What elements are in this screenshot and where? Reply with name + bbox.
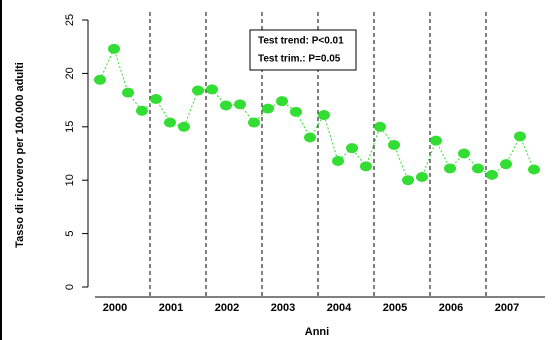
x-axis-label: Anni — [305, 326, 329, 338]
point — [528, 164, 540, 175]
point — [332, 155, 344, 166]
point — [108, 43, 120, 54]
point — [374, 121, 386, 132]
annotation: Test trim.: P=0.05 — [258, 54, 341, 65]
point — [248, 117, 260, 128]
point — [486, 169, 498, 180]
point — [402, 175, 414, 186]
x-tick-label: 2001 — [159, 302, 183, 314]
point — [388, 139, 400, 150]
point — [416, 171, 428, 182]
year-separators — [149, 12, 487, 297]
point — [346, 143, 358, 154]
point — [514, 131, 526, 142]
y-tick-label: 25 — [64, 14, 76, 26]
y-tick-label: 5 — [64, 231, 76, 237]
point — [430, 135, 442, 146]
x-tick-label: 2007 — [495, 302, 519, 314]
y-tick-label: 15 — [64, 121, 76, 133]
y-tick-label: 10 — [64, 174, 76, 186]
point — [304, 132, 316, 143]
y-tick-label: 0 — [64, 284, 76, 290]
y-axis-label: Tasso di ricovero per 100.000 adulti — [14, 62, 26, 248]
point — [192, 85, 204, 96]
point — [178, 121, 190, 132]
x-tick-label: 2003 — [271, 302, 295, 314]
y-tick-label: 20 — [64, 67, 76, 79]
annotation: Test trend: P<0.01 — [258, 36, 344, 47]
point — [472, 163, 484, 174]
point — [234, 99, 246, 110]
point — [458, 148, 470, 159]
point — [500, 159, 512, 170]
point — [164, 117, 176, 128]
point — [220, 100, 232, 111]
point — [262, 103, 274, 114]
point — [150, 94, 162, 105]
annotation-box — [249, 29, 357, 71]
x-tick-label: 2002 — [215, 302, 239, 314]
point — [318, 110, 330, 121]
x-tick-label: 2000 — [103, 302, 127, 314]
point — [360, 161, 372, 172]
point — [444, 163, 456, 174]
x-tick-label: 2006 — [439, 302, 463, 314]
point — [290, 106, 302, 117]
point — [122, 87, 134, 98]
point — [94, 74, 106, 85]
point — [206, 84, 218, 95]
x-tick-label: 2005 — [383, 302, 407, 314]
point — [136, 105, 148, 116]
point — [276, 96, 288, 107]
x-tick-label: 2004 — [327, 302, 352, 314]
